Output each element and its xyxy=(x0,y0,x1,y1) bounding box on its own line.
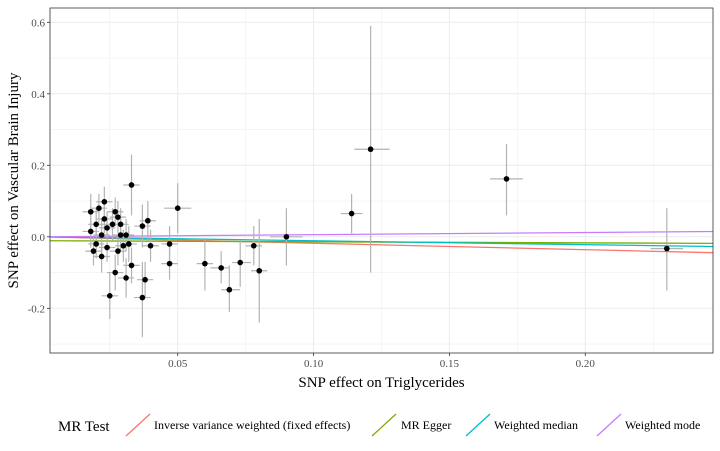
y-axis-ticks: -0.2 0.0 0.2 0.4 0.6 xyxy=(28,17,50,315)
x-tick-label: 0.15 xyxy=(440,358,460,370)
data-point xyxy=(90,248,97,254)
data-point xyxy=(174,205,181,212)
data-point xyxy=(283,234,290,240)
data-point xyxy=(120,242,127,249)
data-point xyxy=(117,232,124,238)
data-point xyxy=(664,245,670,252)
data-point xyxy=(101,198,108,205)
data-point xyxy=(250,242,257,249)
regression-line xyxy=(49,236,714,248)
data-point xyxy=(104,244,110,251)
x-tick-label: 0.20 xyxy=(576,358,596,370)
x-axis-ticks: 0.05 0.10 0.15 0.20 xyxy=(168,353,595,370)
data-point xyxy=(106,292,113,299)
legend-item-label: Weighted mode xyxy=(625,418,700,432)
data-point xyxy=(166,241,173,247)
data-point xyxy=(123,275,129,281)
data-point xyxy=(115,214,121,220)
data-point xyxy=(237,259,244,266)
y-axis-title: SNP effect on Vascular Brain Injury xyxy=(6,72,22,288)
data-point xyxy=(98,232,105,238)
data-points xyxy=(87,146,670,301)
y-tick-label: -0.2 xyxy=(28,303,45,315)
regression-line xyxy=(49,236,714,254)
data-point xyxy=(202,260,208,267)
legend-key-line xyxy=(125,413,151,437)
data-point xyxy=(87,228,94,235)
x-axis-title: SNP effect on Triglycerides xyxy=(298,375,464,391)
data-point xyxy=(101,216,108,222)
y-tick-label: 0.0 xyxy=(31,232,45,244)
legend-key-line xyxy=(596,413,622,437)
legend-key-line xyxy=(465,413,491,437)
y-tick-label: 0.2 xyxy=(31,160,45,172)
y-tick-label: 0.6 xyxy=(31,17,45,29)
panel-border xyxy=(49,7,714,354)
x-tick-label: 0.05 xyxy=(168,358,188,370)
x-tick-label: 0.10 xyxy=(304,358,324,370)
data-point xyxy=(367,146,374,153)
legend-item-label: Inverse variance weighted (fixed effects… xyxy=(154,418,350,432)
legend-item-label: MR Egger xyxy=(401,418,451,432)
data-point xyxy=(112,269,119,276)
data-point xyxy=(256,267,263,274)
data-point xyxy=(104,225,110,231)
data-point xyxy=(166,260,173,267)
data-point xyxy=(109,221,116,228)
data-point xyxy=(123,232,129,238)
data-point xyxy=(93,241,99,247)
data-point xyxy=(125,241,132,247)
data-point xyxy=(128,262,135,269)
data-point xyxy=(142,276,148,283)
data-point xyxy=(147,242,154,249)
data-point xyxy=(112,208,119,215)
data-point xyxy=(139,294,146,301)
data-point xyxy=(96,205,102,212)
data-point xyxy=(348,210,355,217)
legend-key-line xyxy=(371,413,397,437)
grid xyxy=(50,8,713,353)
data-point xyxy=(93,221,99,228)
data-point xyxy=(98,253,105,260)
data-point xyxy=(226,286,233,293)
regression-lines xyxy=(49,230,714,254)
data-point xyxy=(117,221,124,228)
data-point xyxy=(128,182,135,188)
data-point xyxy=(139,223,146,229)
y-tick-label: 0.4 xyxy=(31,89,45,101)
legend: MR Test Inverse variance weighted (fixed… xyxy=(58,411,700,439)
data-point xyxy=(87,208,94,215)
data-point xyxy=(115,248,121,254)
legend-title: MR Test xyxy=(58,419,110,435)
data-point xyxy=(218,265,224,271)
data-point xyxy=(503,176,510,182)
legend-item-label: Weighted median xyxy=(494,418,578,432)
data-point xyxy=(145,217,151,224)
regression-line xyxy=(49,230,714,238)
